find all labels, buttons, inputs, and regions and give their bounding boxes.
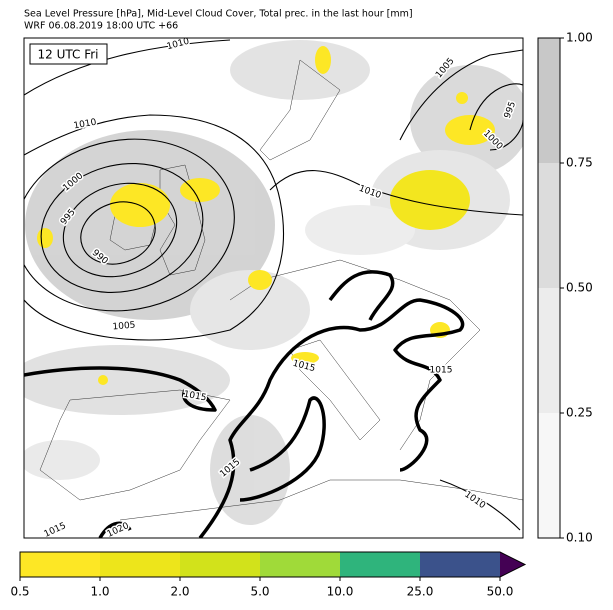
- isobars: [24, 39, 523, 531]
- colorbar-tick-label: 0.10: [566, 531, 593, 545]
- isobar-label: 1005: [112, 321, 136, 333]
- map-frame: [23, 37, 524, 539]
- colorbar-tick-label: 0.50: [566, 281, 593, 295]
- colorbar-tick-label: 0.5: [10, 585, 29, 599]
- colorbar-tick-label: 1.0: [90, 585, 109, 599]
- colorbar-tick-label: 0.25: [566, 406, 593, 420]
- precip-colorbar: 0.5 1.0 2.0 5.0 10.0 25.0 50.0: [10, 551, 527, 599]
- colorbar-segment: [538, 288, 560, 413]
- map: 1010100599510001010100099599010101005101…: [24, 38, 523, 538]
- cloud-colorbar: 0.10 0.25 0.50 0.75 1.00: [537, 31, 593, 545]
- title: Sea Level Pressure [hPa], Mid-Level Clou…: [24, 9, 413, 20]
- colorbar-tick-label: 1.00: [566, 31, 593, 45]
- colorbar-segment: [100, 552, 180, 577]
- subtitle: WRF 06.08.2019 18:00 UTC +66: [24, 21, 178, 32]
- colorbar-segment: [20, 552, 100, 577]
- colorbar-tick-label: 10.0: [327, 585, 354, 599]
- panel-label-box: [29, 43, 108, 65]
- panel-label: 12 UTC Fri: [38, 48, 99, 62]
- colorbar-segment: [180, 552, 260, 577]
- colorbar-segment: [340, 552, 420, 577]
- isobar-label: 1015: [430, 366, 453, 376]
- colorbar-tick-label: 25.0: [407, 585, 434, 599]
- thick-isobars: [24, 270, 465, 538]
- colorbar-tick-label: 5.0: [250, 585, 269, 599]
- colorbar-segment: [538, 38, 560, 163]
- colorbar-segment: [538, 413, 560, 538]
- colorbar-tick-label: 0.75: [566, 156, 593, 170]
- colorbar-tick-label: 2.0: [170, 585, 189, 599]
- colorbar-extend: [500, 552, 525, 577]
- colorbar-segment: [420, 552, 500, 577]
- colorbar-frame: [19, 551, 527, 578]
- colorbar-segment: [260, 552, 340, 577]
- colorbar-tick-label: 50.0: [487, 585, 514, 599]
- colorbar-segment: [538, 163, 560, 288]
